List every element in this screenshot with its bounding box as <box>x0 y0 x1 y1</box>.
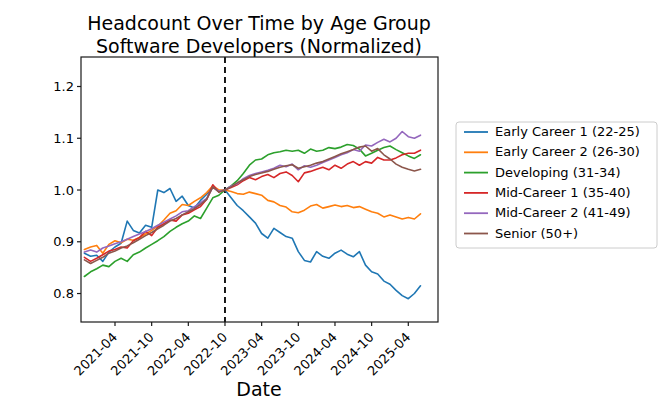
y-tick-label: 1.2 <box>53 79 74 94</box>
headcount-line-chart: Headcount Over Time by Age Group Softwar… <box>0 0 660 405</box>
y-tick-label: 0.9 <box>53 234 74 249</box>
legend-label: Developing (31-34) <box>495 165 621 180</box>
series-line-mid-career-1-35-40 <box>84 150 420 261</box>
legend: Early Career 1 (22-25) Early Career 2 (26… <box>456 122 657 248</box>
plot-area <box>84 57 420 322</box>
legend-label: Senior (50+) <box>495 226 578 241</box>
chart-title: Headcount Over Time by Age Group <box>87 12 431 34</box>
y-tick-label: 1.0 <box>53 183 74 198</box>
legend-label: Mid-Career 1 (35-40) <box>495 185 631 200</box>
legend-label: Early Career 1 (22-25) <box>495 124 640 139</box>
axes: 0.80.91.01.11.22021-042021-102022-042022… <box>53 57 438 379</box>
legend-label: Mid-Career 2 (41-49) <box>495 205 631 220</box>
y-tick-label: 0.8 <box>53 286 74 301</box>
chart-subtitle: Software Developers (Normalized) <box>96 35 422 57</box>
figure: Headcount Over Time by Age Group Softwar… <box>0 0 660 405</box>
legend-label: Early Career 2 (26-30) <box>495 144 640 159</box>
x-axis-label: Date <box>236 378 281 400</box>
y-tick-label: 1.1 <box>53 131 74 146</box>
